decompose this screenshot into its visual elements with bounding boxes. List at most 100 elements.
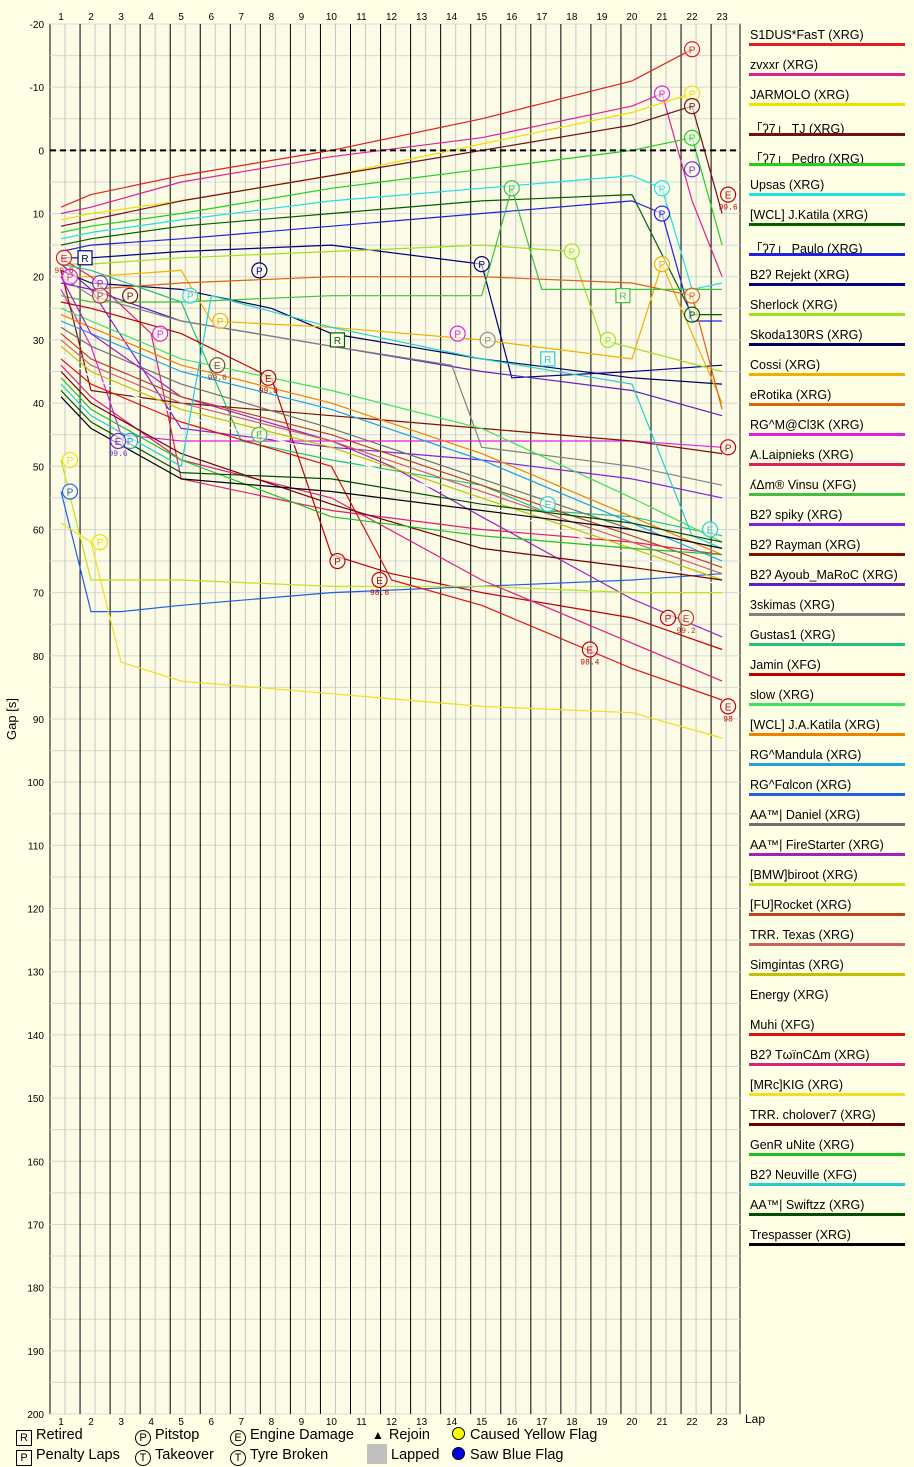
legend-item: ʎΔm® Vinsu (XFG) (747, 474, 905, 504)
tyre-broken-icon: T (230, 1450, 246, 1466)
legend-item: Upsas (XRG) (747, 174, 905, 204)
marker-letter: R (619, 292, 626, 303)
pitstop-marker (503, 180, 520, 197)
series-line (60, 522, 723, 739)
legend-swatch (749, 1183, 905, 1186)
marker-letter: P (689, 311, 696, 322)
marker-letter: P (127, 437, 134, 448)
legend-label: S1DUS*FasT (XRG) (750, 28, 864, 42)
legend-label: Muhi (XFG) (750, 1018, 815, 1032)
series-line (60, 105, 723, 227)
marker-letter: P (127, 292, 134, 303)
x-tick-label-top: 3 (118, 12, 124, 23)
damage-label: 99.8 (259, 387, 278, 396)
engine-damage-marker (581, 641, 598, 658)
pitstop-marker (683, 98, 701, 115)
legend-item: RG^Mandula (XRG) (747, 744, 905, 774)
pitstop-marker (653, 255, 671, 273)
legend-label: [BMW]biroot (XRG) (750, 868, 858, 882)
series-line (61, 244, 723, 379)
x-tick-label-top: 4 (148, 12, 154, 23)
pitstop-marker (61, 268, 79, 285)
series-line (60, 390, 723, 543)
legend-swatch (749, 493, 905, 496)
pitstop-marker (720, 439, 737, 456)
pitstop-marker (683, 161, 701, 178)
legend-swatch (749, 643, 905, 646)
legend-label: AA™| Swiftzz (XRG) (750, 1198, 865, 1212)
legend-item: RG^Fαlcon (XRG) (747, 774, 905, 804)
marker-letter: E (725, 702, 732, 713)
marker-letter: P (334, 557, 341, 568)
series-line (60, 187, 723, 303)
lapped-swatch-icon (367, 1444, 387, 1464)
legend-item: 「ʔ7」 TJ (XRG) (747, 114, 905, 144)
x-tick-label-top: 5 (178, 12, 184, 23)
y-axis-label: Gap [s] (4, 698, 19, 740)
y-tick-label: 200 (27, 1410, 44, 1421)
y-tick-label: 20 (33, 273, 45, 284)
retired-icon: R (16, 1430, 32, 1446)
legend-swatch (749, 973, 905, 976)
retired-marker (77, 250, 93, 266)
engine-damage-marker (109, 432, 127, 450)
engine-damage-marker (371, 571, 388, 589)
pitstop-marker (61, 451, 79, 469)
legend-item: Trespasser (XRG) (747, 1224, 905, 1254)
marker-letter: E (587, 646, 594, 657)
marker-letter: P (659, 260, 666, 271)
x-tick-label-bottom: 12 (386, 1417, 398, 1428)
x-tick-label-top: 10 (326, 12, 338, 23)
legend-label: B2ʔ Rayman (XRG) (750, 538, 861, 552)
x-tick-label-top: 6 (208, 12, 214, 23)
legend-item: [BMW]biroot (XRG) (747, 864, 905, 894)
legend-item: [MRc]KIG (XRG) (747, 1074, 905, 1104)
damage-label: 98.8 (370, 589, 389, 598)
series-line (60, 358, 723, 701)
legend-label: B2ʔ Neuville (XFG) (750, 1168, 857, 1182)
legend-label: Jamin (XFG) (750, 658, 821, 672)
marker-letter: P (484, 336, 491, 347)
y-tick-label: 100 (27, 778, 44, 789)
x-tick-label-bottom: 1 (58, 1417, 64, 1428)
engine-damage-marker (677, 609, 695, 627)
marker-letter: E (707, 525, 714, 536)
pitstop-marker (683, 306, 701, 323)
legend-label: RG^Fαlcon (XRG) (750, 778, 852, 792)
legend-item: GenR uNite (XRG) (747, 1134, 905, 1164)
x-tick-label-top: 17 (536, 12, 548, 23)
legend-swatch (749, 73, 905, 76)
pitstop-marker (473, 255, 490, 273)
marker-letter: E (115, 437, 122, 448)
pitstop-marker (683, 287, 701, 304)
pitstop-marker (61, 483, 79, 500)
marker-letter: P (689, 45, 696, 56)
legend-swatch (749, 913, 905, 916)
x-tick-label-top: 13 (416, 12, 428, 23)
series-line (60, 364, 723, 682)
legend-label: AA™| FireStarter (XRG) (750, 838, 884, 852)
legend-takeover: T Takeover (135, 1447, 214, 1466)
x-tick-label-bottom: 5 (178, 1417, 184, 1428)
legend-item: Sherlock (XRG) (747, 294, 905, 324)
legend-swatch (749, 313, 905, 316)
pitstop-marker (653, 180, 671, 197)
legend-swatch (749, 1243, 905, 1246)
legend-item: [WCL] J.A.Katila (XRG) (747, 714, 905, 744)
marker-letter: P (659, 90, 666, 101)
legend-label: Sherlock (XRG) (750, 298, 838, 312)
takeover-icon: T (135, 1450, 151, 1466)
pitstop-marker (653, 205, 671, 222)
legend-item: 「ʔ7」 Paulo (XRG) (747, 234, 905, 264)
legend-label: B2ʔ spiky (XRG) (750, 508, 843, 522)
pitstop-marker (329, 552, 346, 570)
x-tick-label-top: 18 (566, 12, 578, 23)
legend-label: RG^M@Cl3K (XRG) (750, 418, 864, 432)
y-tick-label: 90 (33, 715, 45, 726)
legend-item: TRR. Texas (XRG) (747, 924, 905, 954)
legend-label: 3skimas (XRG) (750, 598, 835, 612)
engine-damage-marker (539, 496, 556, 513)
legend-item: zvxxr (XRG) (747, 54, 905, 84)
marker-letter: P (689, 165, 696, 176)
engine-damage-marker (55, 249, 73, 266)
